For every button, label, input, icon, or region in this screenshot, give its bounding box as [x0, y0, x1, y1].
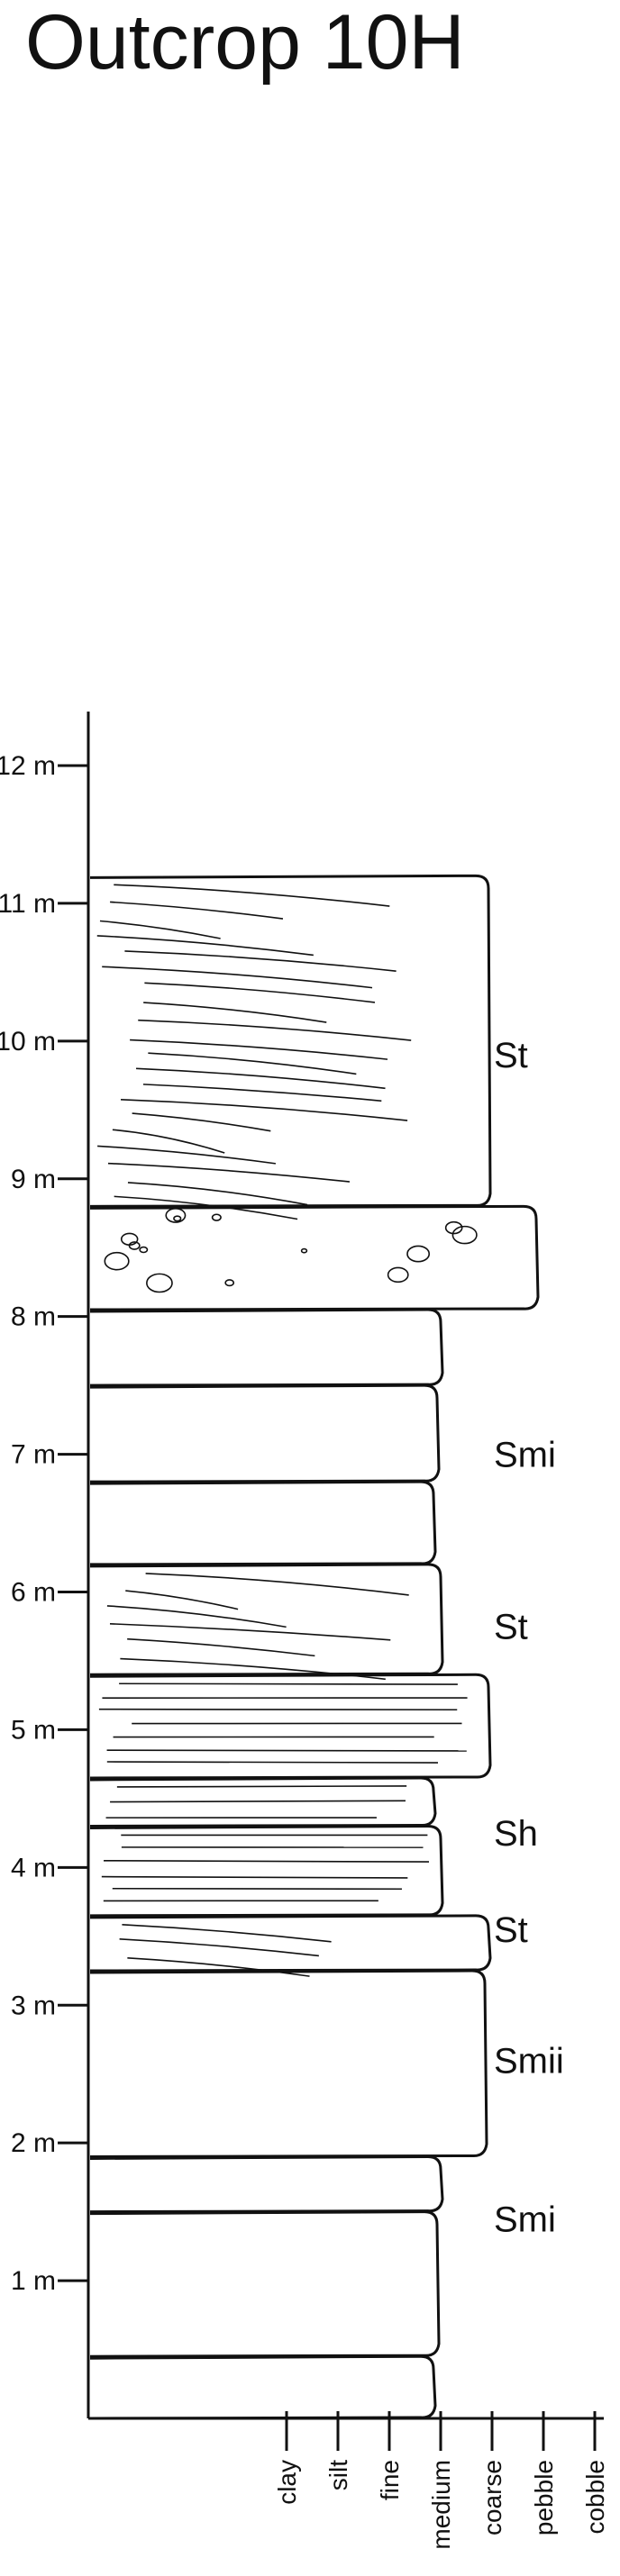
- depth-axis: 1 m 2 m 3 m 4 m 5 m 6 m 7 m 8 m 9 m 10 m 11 m 12 m: [0, 712, 90, 2418]
- bed-3: [89, 2154, 444, 2214]
- page-title: Outcrop 10H: [25, 0, 465, 86]
- depth-tick-label: 6 m: [11, 1578, 56, 1608]
- grain-size-axis: clay silt fine medium coarse pebble cobble: [88, 2411, 609, 2550]
- bed-7: [89, 1776, 437, 1828]
- depth-tick-label: 10 m: [0, 1027, 56, 1057]
- bed-12: [89, 1308, 444, 1387]
- grain-size-label: cobble: [581, 2460, 609, 2535]
- depth-tick-label: 4 m: [11, 1853, 56, 1882]
- facies-label: Smi: [494, 2200, 556, 2239]
- facies-label: St: [494, 1036, 528, 1075]
- bed-11: [89, 1383, 441, 1483]
- bed-4: [89, 1969, 488, 2158]
- bed-13: [89, 1204, 540, 1311]
- bed-14: [89, 874, 492, 1220]
- depth-tick-label: 9 m: [11, 1165, 56, 1194]
- bed-6: [89, 1824, 444, 1918]
- depth-tick-label: 8 m: [11, 1302, 56, 1332]
- depth-tick-label: 5 m: [11, 1715, 56, 1745]
- depth-tick-label: 11 m: [0, 889, 56, 919]
- bed-8: [89, 1673, 492, 1780]
- bed-1: [89, 2354, 437, 2420]
- depth-tick-label: 12 m: [0, 751, 56, 781]
- facies-labels: Smi Smii St Sh St Smi St: [494, 1036, 564, 2239]
- grain-size-label: clay: [273, 2460, 301, 2505]
- grain-size-label: medium: [427, 2460, 455, 2550]
- bed-10: [89, 1480, 437, 1566]
- grain-size-label: fine: [376, 2460, 404, 2500]
- depth-tick-label: 1 m: [11, 2266, 56, 2296]
- facies-label: St: [494, 1608, 528, 1647]
- grain-size-label: coarse: [479, 2460, 506, 2535]
- depth-tick-label: 2 m: [11, 2128, 56, 2158]
- bed-5: [89, 1914, 492, 1977]
- grain-size-label: pebble: [530, 2460, 558, 2535]
- depth-tick-label: 7 m: [11, 1440, 56, 1470]
- depth-tick-label: 3 m: [11, 1991, 56, 2020]
- beds-layer: [89, 874, 540, 2420]
- facies-label: Smii: [494, 2041, 564, 2081]
- facies-label: St: [494, 1910, 528, 1950]
- bed-9: [89, 1563, 444, 1681]
- facies-label: Sh: [494, 1814, 538, 1854]
- facies-label: Smi: [494, 1436, 556, 1475]
- grain-size-label: silt: [324, 2460, 352, 2490]
- bed-2: [89, 2210, 441, 2358]
